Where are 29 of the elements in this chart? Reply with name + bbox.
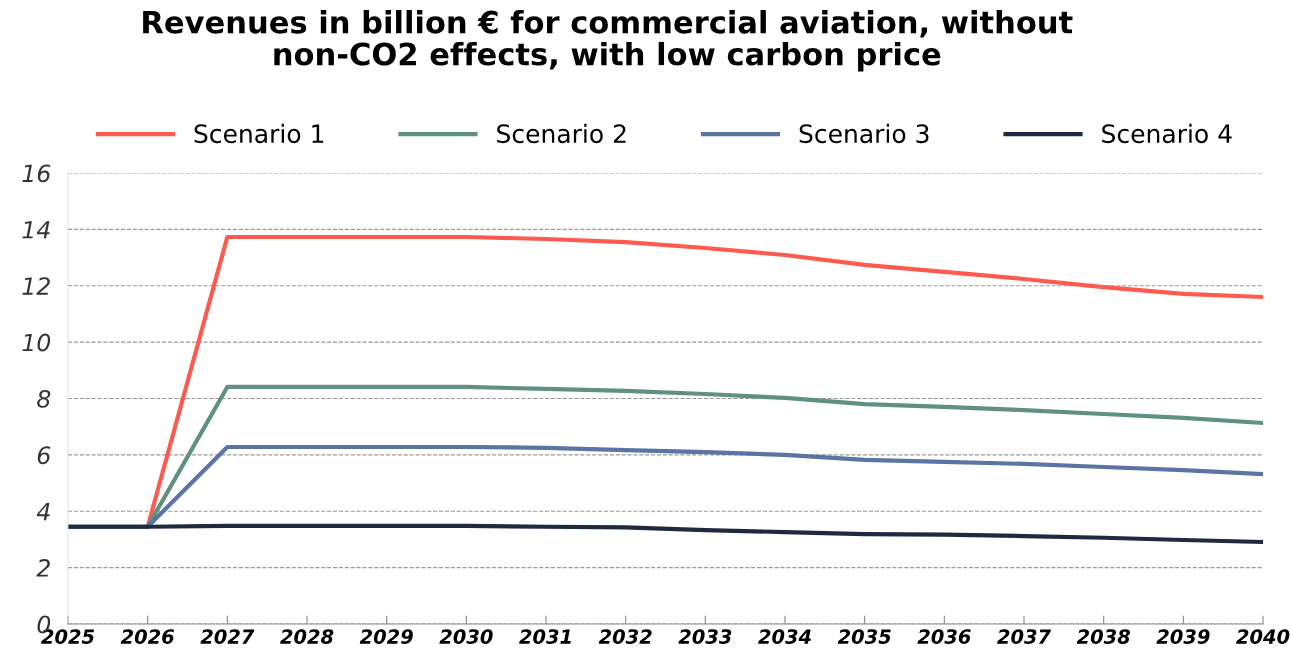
x-tick-label: 2036: [917, 629, 971, 644]
x-tick-label: 2037: [997, 629, 1052, 644]
x-tick-label: 2030: [439, 629, 493, 644]
y-tick-label: 14: [22, 221, 50, 239]
x-tick-label: 2034: [758, 629, 811, 644]
line-series: [68, 523, 1263, 545]
x-tick-label: 2031: [519, 629, 571, 644]
y-tick-label: 4: [36, 503, 50, 521]
y-tick-label: 10: [22, 333, 51, 352]
x-tick-label: 2028: [280, 629, 334, 644]
chart-title: Revenues in billion € for commercial aviation, without non-CO2 effects, with low carbon price: [143, 10, 1073, 72]
y-tick-label: 2: [36, 559, 50, 577]
legend-label: Scenario 3: [799, 123, 929, 144]
legend-label: Scenario 1: [194, 123, 324, 144]
x-tick-label: 2033: [678, 629, 732, 644]
x-tick-label: 2039: [1156, 629, 1210, 644]
y-tick-label: 16: [22, 164, 51, 183]
x-tick-label: 2040: [1236, 629, 1290, 644]
x-tick-label: 2038: [1076, 629, 1131, 644]
y-tick-label: 6: [37, 446, 51, 465]
x-tick-label: 2026: [120, 629, 175, 644]
x-tick-label: 2027: [200, 629, 255, 644]
legend-label: Scenario 4: [1102, 123, 1232, 144]
y-tick-label: 8: [37, 389, 51, 408]
x-tick-label: 2035: [837, 629, 891, 644]
x-tick-label: 2029: [359, 629, 413, 644]
y-tick-label: 12: [22, 277, 50, 295]
legend-label: Scenario 2: [497, 123, 626, 144]
x-tick-label: 2032: [598, 629, 652, 644]
